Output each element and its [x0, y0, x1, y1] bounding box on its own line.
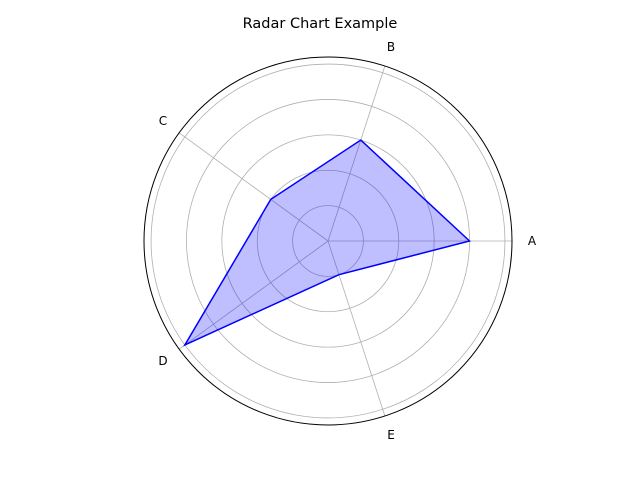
category-label-E: E — [387, 428, 395, 442]
series-1-area — [185, 140, 470, 345]
chart-title: Radar Chart Example — [0, 16, 640, 32]
category-label-C: C — [159, 114, 167, 128]
category-label-A: A — [528, 234, 537, 248]
category-label-B: B — [387, 40, 395, 54]
category-label-D: D — [158, 354, 167, 368]
data-layer — [185, 140, 470, 345]
